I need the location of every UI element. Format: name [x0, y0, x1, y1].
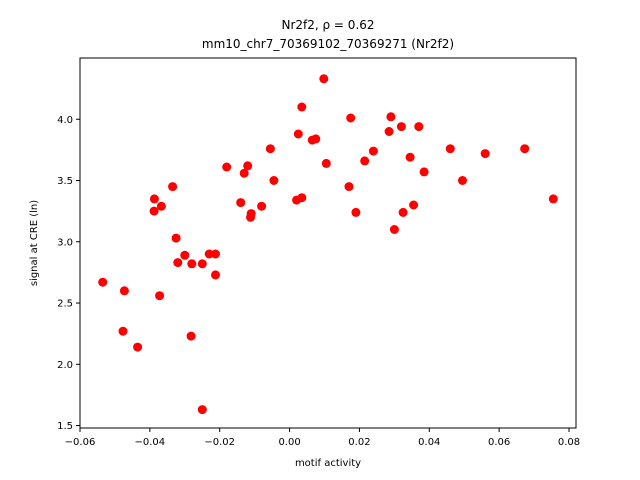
- data-point-29: [293, 129, 303, 139]
- x-tick-label: 0.08: [558, 437, 580, 448]
- data-point-52: [480, 149, 490, 159]
- data-point-42: [386, 112, 396, 122]
- data-point-17: [211, 270, 220, 280]
- data-point-54: [548, 194, 558, 204]
- data-point-21: [239, 168, 249, 178]
- data-points: [98, 74, 558, 415]
- y-tick-label: 1.5: [57, 421, 73, 432]
- data-point-27: [269, 176, 279, 185]
- chart-title-line2: mm10_chr7_70369102_70369271 (Nr2f2): [202, 37, 454, 51]
- data-point-41: [384, 127, 394, 136]
- x-tick-label: 0.06: [488, 437, 510, 448]
- data-point-10: [173, 258, 183, 268]
- data-point-9: [171, 233, 181, 243]
- data-point-20: [236, 198, 246, 208]
- data-point-25: [257, 201, 267, 211]
- x-tick-label: 0.00: [278, 437, 300, 448]
- x-axis-ticks: −0.06 −0.04 −0.02 0.00 0.02 0.04 0.06 0.08: [65, 428, 580, 448]
- data-point-53: [520, 144, 530, 154]
- data-point-31: [297, 193, 307, 203]
- data-point-19: [222, 162, 232, 172]
- data-point-38: [351, 207, 361, 217]
- data-point-3: [133, 342, 143, 352]
- data-point-8: [168, 182, 178, 192]
- y-tick-label: 2.0: [57, 360, 73, 371]
- data-point-39: [360, 156, 370, 166]
- data-point-36: [344, 182, 354, 192]
- data-point-13: [186, 331, 196, 341]
- x-tick-label: −0.02: [204, 437, 235, 448]
- x-axis-label: motif activity: [295, 458, 361, 469]
- data-point-22: [243, 161, 253, 171]
- data-point-6: [156, 201, 166, 211]
- x-tick-label: 0.04: [418, 437, 440, 448]
- chart-title-line1: Nr2f2, ρ = 0.62: [281, 18, 374, 32]
- data-point-16: [211, 249, 220, 259]
- data-point-44: [396, 122, 406, 132]
- y-axis-ticks: 1.5 2.0 2.5 3.0 3.5 4.0: [57, 115, 80, 432]
- data-point-45: [398, 207, 408, 217]
- data-point-0: [98, 277, 108, 287]
- data-point-48: [414, 122, 424, 132]
- x-tick-label: 0.02: [348, 437, 370, 448]
- data-point-49: [419, 167, 429, 177]
- plot-frame: [79, 57, 577, 429]
- y-tick-label: 3.0: [57, 237, 73, 248]
- data-point-47: [409, 200, 419, 210]
- data-point-30: [297, 102, 307, 112]
- data-point-43: [389, 225, 399, 234]
- x-tick-label: −0.04: [135, 437, 166, 448]
- y-axis-label: signal at CRE (ln): [29, 200, 40, 286]
- y-tick-label: 2.5: [57, 299, 73, 310]
- x-tick-label: −0.06: [65, 437, 96, 448]
- data-point-4: [149, 194, 159, 204]
- data-point-11: [180, 250, 190, 260]
- data-point-15: [204, 249, 214, 259]
- y-tick-label: 4.0: [57, 115, 73, 126]
- data-point-50: [445, 144, 455, 154]
- data-point-40: [368, 146, 378, 156]
- data-point-7: [155, 291, 165, 301]
- data-point-33: [311, 134, 321, 144]
- data-point-18: [197, 405, 207, 415]
- data-point-1: [119, 286, 129, 296]
- data-point-34: [319, 74, 329, 84]
- data-point-24: [246, 209, 256, 219]
- data-point-46: [405, 152, 415, 162]
- data-point-12: [187, 259, 197, 269]
- data-point-14: [197, 259, 207, 269]
- data-point-37: [346, 113, 356, 123]
- data-point-2: [118, 326, 128, 336]
- data-point-51: [458, 176, 467, 185]
- data-point-35: [321, 158, 331, 168]
- data-point-5: [149, 206, 159, 216]
- y-tick-label: 3.5: [57, 176, 73, 187]
- data-point-26: [265, 144, 275, 154]
